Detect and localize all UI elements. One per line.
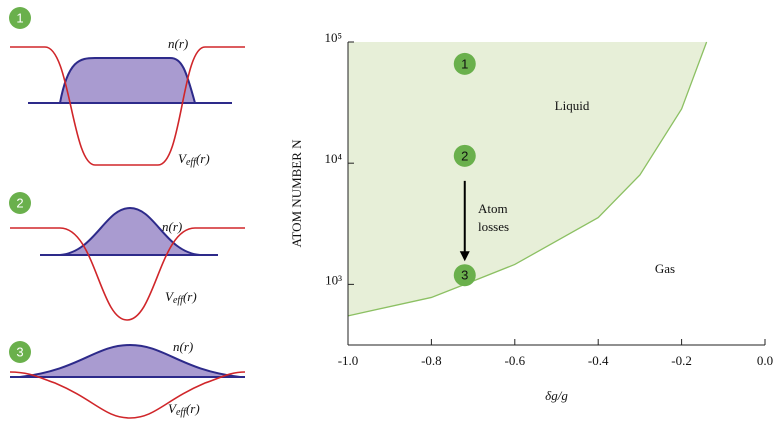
point-label: 2 [461,148,468,163]
potential-label: Veff(r) [165,289,197,306]
point [453,264,476,287]
density-label: n(r) [168,36,188,51]
x-tick-label: -0.8 [421,353,442,368]
potential [10,46,245,166]
y-tick-label: 10⁴ [324,151,342,166]
badge [9,7,31,29]
chart: -1.0 -0.8 -0.6 -0.4 -0.2 0.0 10³ 10⁴ 10⁵ δg/g ATOM… [289,30,773,403]
annotation: losses [478,219,509,234]
point-label: 3 [461,268,468,283]
point [453,52,476,75]
density [19,343,241,378]
liquid-region [348,42,707,316]
y-axis-label: ATOM NUMBER N [289,139,304,248]
badge-label: 2 [16,195,23,210]
annotation: Gas [655,261,675,276]
potential-label: Veff(r) [178,151,210,168]
diagrams: 1 n(r) Veff(r) 2 n(r) Veff(r) 3 n(r) Vef… [9,7,246,419]
boundary-line [347,41,708,317]
x-tick-label: -1.0 [338,353,359,368]
density [59,206,201,256]
x-tick-label: -0.4 [588,353,609,368]
y-tick-label: 10⁵ [324,30,342,45]
potential-label: Veff(r) [168,401,200,418]
x-tick-label: 0.0 [757,353,773,368]
arrow-head [459,251,470,262]
annotation: Atom [478,201,508,216]
x-tick-label: -0.2 [671,353,692,368]
x-tick-label: -0.6 [505,353,526,368]
density [58,57,197,104]
potential [10,227,245,321]
badge [9,341,31,363]
badge [9,192,31,214]
point-label: 1 [461,56,468,71]
potential [9,371,246,419]
point [453,144,476,167]
badge-label: 1 [16,10,23,25]
badge-label: 3 [16,344,23,359]
y-tick-label: 10³ [325,272,342,287]
annotation: Liquid [555,98,590,113]
x-axis-label: δg/g [545,388,568,403]
density-label: n(r) [162,219,182,234]
density-label: n(r) [173,339,193,354]
